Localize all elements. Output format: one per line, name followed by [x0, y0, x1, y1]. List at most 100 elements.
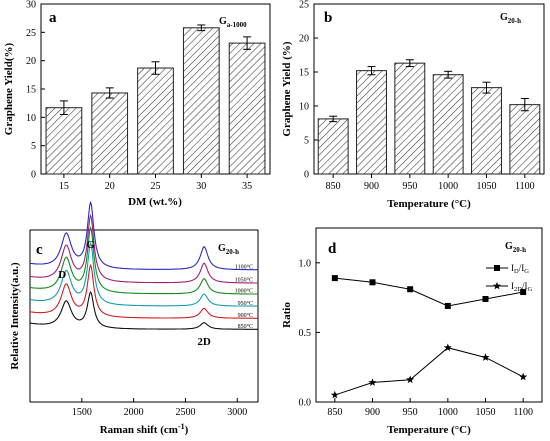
- panel-d-ylabel: Ratio: [281, 302, 293, 328]
- panel-c-frame: [29, 229, 259, 403]
- a-xtick-label: 20: [105, 181, 115, 192]
- d-point-star: [368, 378, 377, 386]
- d-ytick-label: 0.0: [299, 398, 312, 409]
- d-point-star: [443, 343, 452, 352]
- a-ytick-label: 5: [31, 141, 36, 152]
- b-bar: [317, 118, 349, 175]
- d-legend-square: [494, 265, 500, 271]
- d-xtick-label: 950: [403, 407, 418, 418]
- a-bar: [45, 107, 83, 175]
- d-point-star: [519, 372, 528, 381]
- b-xtick-label: 1050: [477, 181, 497, 192]
- a-xtick-label: 30: [196, 181, 206, 192]
- c-peak-label: 2D: [197, 336, 211, 348]
- b-xtick-label: 850: [326, 181, 341, 192]
- c-series-line: [29, 200, 259, 271]
- panel-c-xlabel: Raman shift (cm-1): [100, 422, 189, 436]
- d-xtick-label: 1000: [438, 407, 458, 418]
- d-legend-label: ID/IG: [511, 263, 529, 275]
- b-ytick-label: 15: [299, 68, 309, 79]
- d-point-square: [331, 275, 338, 282]
- d-point-star: [481, 353, 490, 361]
- b-ytick-label: 25: [299, 0, 309, 11]
- panel-b-ylabel: Graphene Yield (%): [281, 41, 293, 136]
- b-xtick-label: 900: [364, 181, 379, 192]
- panel-b-xlabel: Temperature (°C): [387, 198, 471, 210]
- d-legend-part: D: [514, 268, 519, 275]
- c-series-label: 850°C: [238, 323, 253, 330]
- b-ytick-label: 0: [304, 170, 309, 181]
- c-series-line: [29, 226, 258, 295]
- d-ytick-label: 0.5: [299, 328, 312, 339]
- a-ytick-label: 30: [26, 0, 36, 11]
- panel-b-tag-sub: 20-h: [508, 17, 521, 25]
- d-series-line: [334, 277, 524, 307]
- d-legend-part: 2D: [514, 286, 522, 293]
- d-legend-part: /I: [519, 263, 525, 273]
- a-ytick-label: 20: [26, 56, 36, 67]
- panel-b-chart: 0 5 10 15 20 25 850 900 950 1000 1050 1100 b G20-h…: [281, 0, 545, 210]
- c-series-label: 950°C: [238, 300, 253, 307]
- c-series-line: [29, 241, 258, 307]
- b-xtick-label: 950: [402, 181, 417, 192]
- d-legend-part: G: [524, 268, 529, 275]
- d-legend-part: I: [511, 281, 514, 291]
- b-bar: [432, 74, 464, 175]
- panel-d-tag: G20-h: [505, 241, 526, 254]
- c-xtick-label: 1500: [72, 407, 92, 418]
- d-xtick-label: 1100: [513, 407, 533, 418]
- b-ytick-label: 10: [299, 102, 309, 113]
- panel-b-letter: b: [324, 10, 332, 26]
- panel-c-xlabel-end: ): [185, 424, 189, 436]
- d-point-square: [407, 286, 414, 293]
- panel-b-tag-main: G: [500, 12, 508, 23]
- d-legend-part: G: [527, 286, 532, 293]
- panel-d-tag-main: G: [505, 241, 513, 252]
- panel-a-chart: 0 5 10 15 20 25 30 15 20 25 30 35 a Ga-1000 DM (wt…: [3, 0, 271, 208]
- c-xtick-label: 2500: [175, 407, 195, 418]
- panel-a-xlabel: DM (wt.%): [128, 196, 182, 208]
- c-series-line: [29, 291, 258, 330]
- c-series-label: 1050°C: [235, 277, 253, 284]
- a-ytick-label: 10: [26, 113, 36, 124]
- panel-c-xlabel-sup: -1: [178, 422, 185, 431]
- a-bar: [137, 67, 174, 175]
- b-bar: [509, 104, 541, 175]
- d-legend-star: [493, 281, 501, 290]
- a-bar: [182, 27, 220, 175]
- a-bar: [91, 92, 129, 175]
- panel-c-chart: 1100°C 1050°C 1000°C 950°C 900°C 850°C 1500 20…: [9, 200, 259, 436]
- d-xtick-label: 1050: [476, 407, 496, 418]
- b-xtick-label: 1000: [438, 181, 458, 192]
- panel-d-tag-sub: 20-h: [513, 246, 526, 254]
- c-series-label: 1100°C: [235, 263, 253, 270]
- panel-c-tag: G20-h: [218, 243, 239, 256]
- panel-d-frame: [315, 227, 543, 403]
- b-xtick-label: 1100: [515, 181, 535, 192]
- a-ytick-label: 0: [31, 170, 36, 181]
- panel-c-tag-main: G: [218, 243, 226, 254]
- d-series-line: [334, 347, 524, 396]
- panel-c-xlabel-main: Raman shift (cm: [100, 424, 178, 436]
- a-ytick-label: 25: [26, 28, 36, 39]
- c-peak-label: G: [86, 239, 95, 251]
- d-point-square: [369, 279, 376, 286]
- d-point-square: [482, 295, 489, 302]
- c-series-line: [29, 213, 258, 284]
- d-point-star: [406, 375, 415, 384]
- c-series-label: 1000°C: [235, 288, 253, 295]
- c-xtick-label: 2000: [124, 407, 144, 418]
- panel-b-tag: G20-h: [500, 12, 521, 25]
- panel-d-xlabel: Temperature (°C): [387, 424, 471, 436]
- panel-d-chart: 0.00.51.0 850 900 950 1000 1050 1100 d G20-h …: [281, 227, 543, 436]
- d-point-star: [330, 390, 339, 399]
- b-bar: [394, 62, 426, 175]
- b-ytick-label: 20: [299, 34, 309, 45]
- d-xtick-label: 850: [327, 407, 342, 418]
- b-bar: [471, 87, 502, 175]
- b-ytick-label: 5: [304, 136, 309, 147]
- a-bar: [228, 42, 266, 175]
- panel-a-ylabel: Graphene Yield(%): [3, 42, 15, 135]
